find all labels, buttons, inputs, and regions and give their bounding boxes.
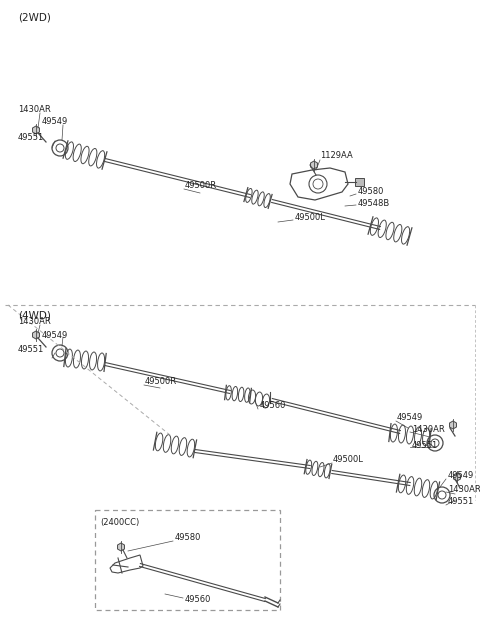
Text: 1430AR: 1430AR <box>18 106 51 114</box>
Text: 49500R: 49500R <box>145 376 177 386</box>
Text: 49551: 49551 <box>18 346 44 354</box>
Text: 49551: 49551 <box>448 498 474 506</box>
Text: 49560: 49560 <box>260 401 287 411</box>
Bar <box>355 178 364 186</box>
Text: (2WD): (2WD) <box>18 13 51 23</box>
Text: 49560: 49560 <box>185 596 211 604</box>
Text: 49500R: 49500R <box>185 181 217 189</box>
Polygon shape <box>311 161 317 169</box>
Polygon shape <box>118 543 124 551</box>
Text: 1129AA: 1129AA <box>320 151 353 159</box>
Text: (4WD): (4WD) <box>18 310 51 320</box>
Text: 49580: 49580 <box>358 188 384 196</box>
Text: 49548B: 49548B <box>358 199 390 209</box>
Text: 1430AR: 1430AR <box>18 318 51 326</box>
Text: 1430AR: 1430AR <box>412 426 445 434</box>
Polygon shape <box>33 331 39 339</box>
Polygon shape <box>33 126 39 134</box>
Text: (2400CC): (2400CC) <box>100 518 139 526</box>
Text: 49549: 49549 <box>448 471 474 481</box>
Text: 49549: 49549 <box>42 331 68 339</box>
Text: 49500L: 49500L <box>333 456 364 464</box>
Text: 49551: 49551 <box>412 441 438 449</box>
Polygon shape <box>454 473 460 481</box>
FancyBboxPatch shape <box>95 510 280 610</box>
Text: 49549: 49549 <box>397 414 423 422</box>
Text: 49551: 49551 <box>18 134 44 142</box>
Text: 49549: 49549 <box>42 118 68 126</box>
Text: 1430AR: 1430AR <box>448 484 480 494</box>
Text: 49500L: 49500L <box>295 214 326 222</box>
Polygon shape <box>450 421 456 429</box>
Text: 49580: 49580 <box>175 534 202 542</box>
